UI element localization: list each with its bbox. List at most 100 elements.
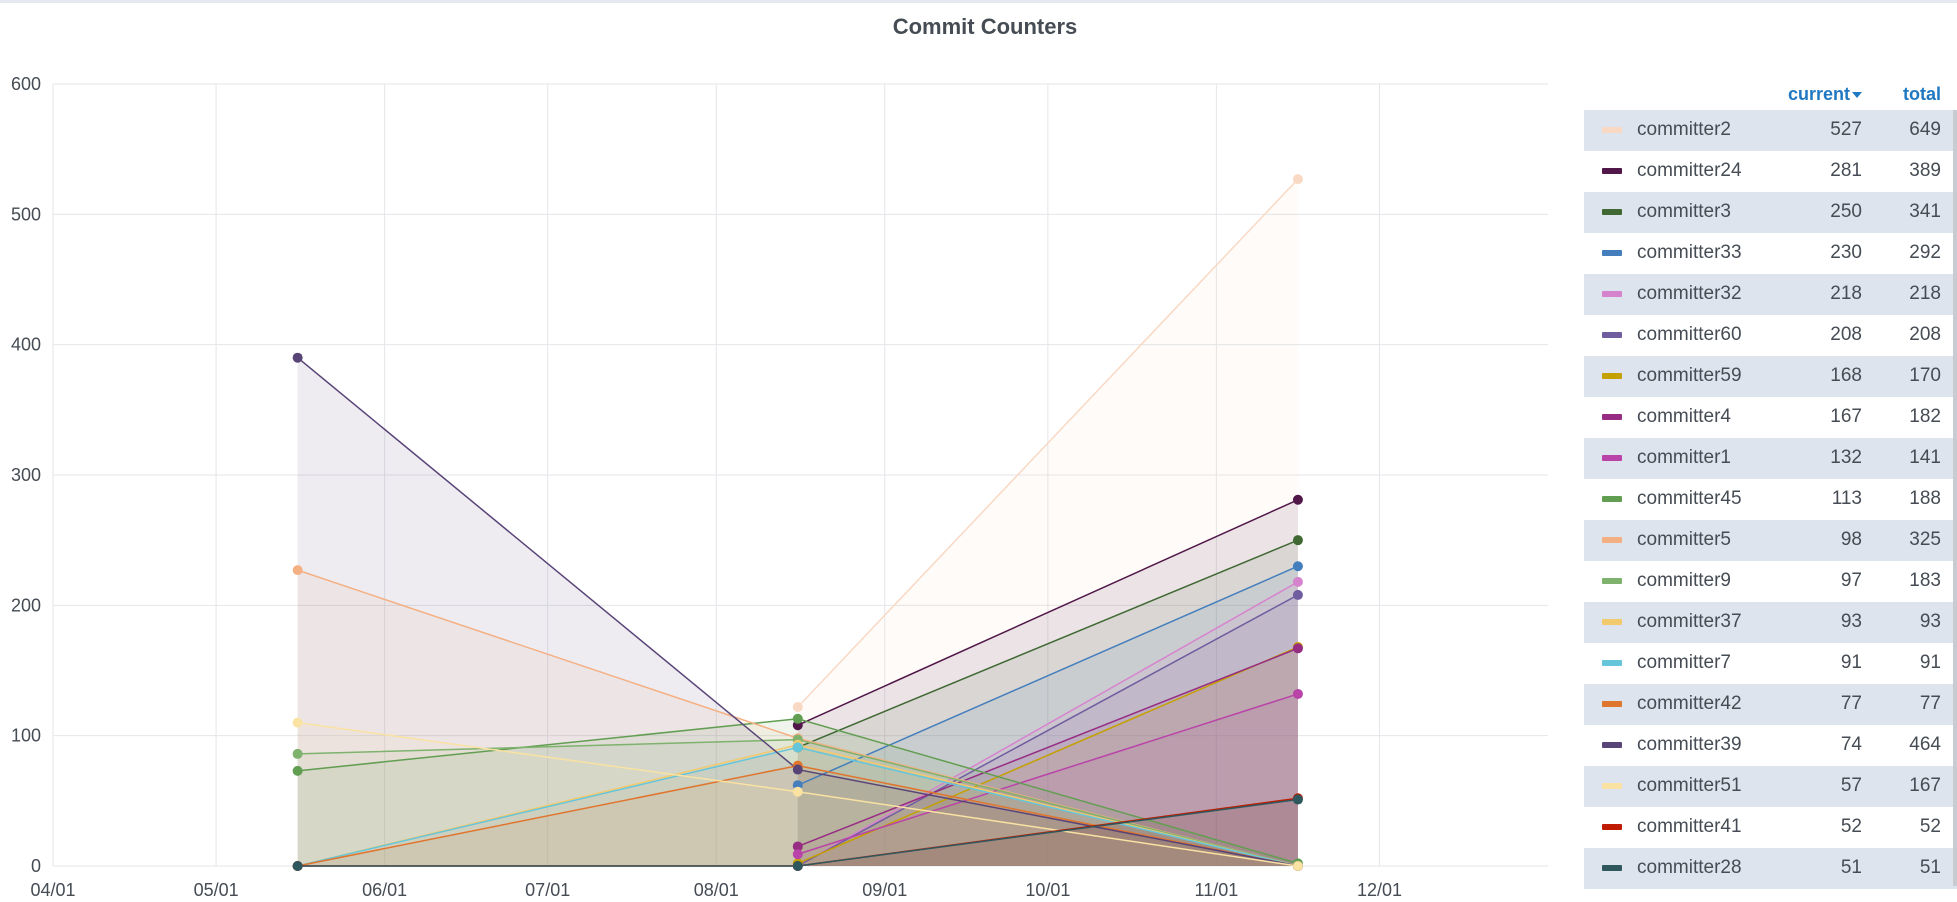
legend-scrollbar[interactable] [1953,110,1957,886]
line-committer2[interactable] [797,178,1299,708]
point-committer4[interactable] [1292,643,1303,654]
point-committer24[interactable] [1292,494,1303,505]
point-committer32[interactable] [1292,576,1303,587]
line-committer24[interactable] [797,499,1299,726]
legend-current-value: 113 [1831,488,1862,509]
legend-swatch [1602,660,1622,666]
legend-current-value: 77 [1840,693,1862,714]
legend-swatch [1602,578,1622,584]
legend-row-committer32[interactable]: committer32 218 218 [1584,274,1957,315]
legend-swatch [1602,619,1622,625]
legend-row-committer33[interactable]: committer33 230 292 [1584,233,1957,274]
point-committer51[interactable] [1292,861,1303,871]
chart-canvas[interactable]: 0 100 200 300 400 500 600 04/01 05/01 06/01 07/01… [0,0,1560,902]
legend-series-name: committer7 [1637,652,1731,673]
legend-total-value: 464 [1909,734,1941,755]
legend-series-name: committer28 [1637,857,1742,878]
point-committer5[interactable] [292,565,303,576]
point-committer28[interactable] [292,861,303,871]
legend-row-committer39[interactable]: committer39 74 464 [1584,725,1957,766]
legend-row-committer59[interactable]: committer59 168 170 [1584,356,1957,397]
legend-series-name: committer32 [1637,283,1742,304]
legend-current-value: 57 [1840,775,1862,796]
legend-series-name: committer1 [1637,447,1731,468]
point-committer33[interactable] [1292,561,1303,572]
point-committer60[interactable] [1292,589,1303,600]
area-committer1 [797,693,1298,866]
legend-total-value: 141 [1909,447,1941,468]
y-tick-label: 200 [11,595,41,615]
legend-row-committer4[interactable]: committer4 167 182 [1584,397,1957,438]
sort-current-header[interactable]: current [1788,84,1862,105]
legend-swatch [1602,127,1622,133]
point-committer28[interactable] [792,861,803,871]
legend-current-value: 218 [1830,283,1862,304]
sort-caret-icon [1852,92,1862,99]
legend-swatch [1602,373,1622,379]
legend-row-committer60[interactable]: committer60 208 208 [1584,315,1957,356]
point-committer39[interactable] [292,352,303,363]
point-committer1[interactable] [792,849,803,860]
point-committer1[interactable] [1292,688,1303,699]
point-committer7[interactable] [792,742,803,753]
line-committer33[interactable] [797,565,1299,786]
x-tick-label: 06/01 [362,880,407,900]
legend-series-name: committer2 [1637,119,1731,140]
area-committer37 [297,744,1298,866]
point-committer3[interactable] [1292,535,1303,546]
sort-total-header[interactable]: total [1903,84,1941,104]
legend-total-value: 91 [1919,652,1941,673]
line-committer60[interactable] [797,594,1299,867]
legend-row-committer2[interactable]: committer2 527 649 [1584,110,1957,151]
legend-row-committer5[interactable]: committer5 98 325 [1584,520,1957,561]
point-committer39[interactable] [792,764,803,775]
point-committer45[interactable] [792,713,803,724]
line-committer4[interactable] [797,647,1299,848]
legend-series-name: committer37 [1637,611,1742,632]
legend-swatch [1602,824,1622,830]
legend-row-committer28[interactable]: committer28 51 51 [1584,848,1957,889]
legend-row-committer45[interactable]: committer45 113 188 [1584,479,1957,520]
area-committer5 [297,570,1298,866]
point-committer2[interactable] [1292,174,1303,185]
y-axis-ticks: 0 100 200 300 400 500 600 [11,74,41,876]
legend-current-value: 208 [1830,324,1862,345]
legend-swatch [1602,742,1622,748]
legend-swatch [1602,701,1622,707]
legend-series-name: committer42 [1637,693,1742,714]
panel-top-border [0,0,1957,3]
legend-row-committer42[interactable]: committer42 77 77 [1584,684,1957,725]
legend-series-name: committer9 [1637,570,1731,591]
x-tick-label: 12/01 [1357,880,1402,900]
legend-row-committer1[interactable]: committer1 132 141 [1584,438,1957,479]
legend-row-committer3[interactable]: committer3 250 341 [1584,192,1957,233]
legend-total-value: 341 [1909,201,1941,222]
line-committer3[interactable] [797,539,1299,749]
point-committer9[interactable] [292,748,303,759]
legend-current-value: 230 [1830,242,1862,263]
legend-swatch [1602,250,1622,256]
point-committer28[interactable] [1292,794,1303,805]
legend-series-name: committer45 [1637,488,1742,509]
point-committer45[interactable] [292,765,303,776]
legend-series-name: committer41 [1637,816,1742,837]
legend-current-value: 97 [1840,570,1862,591]
point-committer4[interactable] [792,841,803,852]
y-tick-label: 100 [11,726,41,746]
point-committer2[interactable] [792,701,803,712]
legend-row-committer7[interactable]: committer7 91 91 [1584,643,1957,684]
legend-row-committer37[interactable]: committer37 93 93 [1584,602,1957,643]
legend-row-committer41[interactable]: committer41 52 52 [1584,807,1957,848]
point-committer51[interactable] [792,786,803,797]
legend-row-committer51[interactable]: committer51 57 167 [1584,766,1957,807]
legend-total-value: 292 [1909,242,1941,263]
legend-swatch [1602,496,1622,502]
legend-row-committer24[interactable]: committer24 281 389 [1584,151,1957,192]
line-committer1[interactable] [797,693,1299,855]
legend-swatch [1602,291,1622,297]
legend-series-name: committer5 [1637,529,1731,550]
legend-swatch [1602,537,1622,543]
legend-row-committer9[interactable]: committer9 97 183 [1584,561,1957,602]
line-committer32[interactable] [797,581,1299,867]
point-committer51[interactable] [292,717,303,728]
